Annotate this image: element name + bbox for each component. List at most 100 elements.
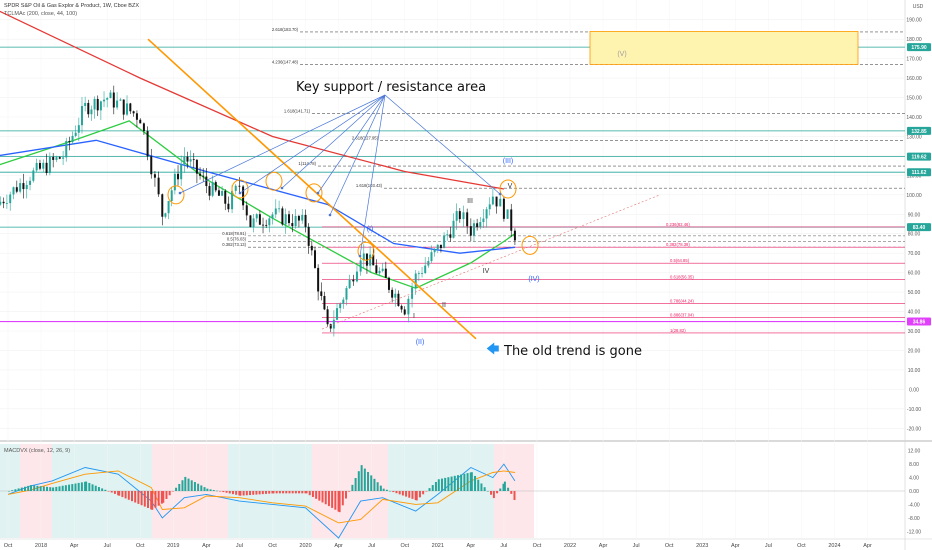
candle <box>397 293 400 306</box>
candle <box>12 187 15 195</box>
candle <box>25 184 28 190</box>
candle <box>177 173 180 180</box>
candle <box>139 119 142 124</box>
pointer-arrow <box>359 94 386 257</box>
candle <box>224 190 227 204</box>
candle <box>476 223 479 227</box>
macd-tick-label: 0.00 <box>909 489 919 495</box>
pointer-arrow <box>384 94 501 195</box>
macd-histogram-bar <box>418 491 421 498</box>
macd-histogram-bar <box>304 491 307 494</box>
candle <box>510 209 513 231</box>
macd-histogram-bar <box>55 486 58 491</box>
candle <box>375 265 378 274</box>
candle <box>96 98 99 111</box>
macd-histogram-bar <box>121 491 124 498</box>
price-badge <box>907 168 931 177</box>
macd-histogram-bar <box>470 472 473 491</box>
macd-histogram-bar <box>193 482 196 491</box>
candle <box>84 102 87 107</box>
macd-histogram-bar <box>499 488 502 491</box>
candle <box>0 201 2 205</box>
macd-histogram-bar <box>85 481 88 491</box>
time-tick-label: Jul <box>368 543 375 549</box>
macd-histogram-bar <box>178 483 181 491</box>
candle <box>157 177 160 195</box>
candle <box>93 98 96 110</box>
macd-histogram-bar <box>385 489 388 491</box>
macd-histogram-bar <box>466 473 469 491</box>
macd-histogram-bar <box>147 491 149 508</box>
candle <box>317 267 320 292</box>
candle <box>488 204 491 210</box>
macd-histogram-bar <box>20 487 23 491</box>
macd-histogram-bar <box>209 489 212 491</box>
macd-histogram-bar <box>200 485 203 491</box>
macd-histogram-bar <box>187 478 190 491</box>
target-zone <box>589 30 859 65</box>
price-badge-label: 34.86 <box>913 320 926 326</box>
candle <box>116 100 119 108</box>
macd-histogram-bar <box>134 491 137 503</box>
macd-histogram-bar <box>440 478 443 491</box>
macd-histogram-bar <box>367 471 370 491</box>
macd-histogram-bar <box>502 483 505 491</box>
candle <box>294 216 297 227</box>
macd-histogram-bar <box>94 485 97 491</box>
indicator-legend: TCLMAc (200, close, 44, 100) <box>4 11 78 17</box>
candle <box>48 156 51 173</box>
pointer-arrow <box>317 94 386 194</box>
highlight-circle <box>305 183 323 203</box>
candle <box>217 190 220 196</box>
macd-histogram-bar <box>151 491 154 510</box>
candle <box>71 135 74 143</box>
candle <box>414 273 417 288</box>
candle <box>99 101 102 111</box>
candle <box>362 253 365 261</box>
macd-histogram-bar <box>24 486 26 491</box>
macd-histogram-bar <box>474 475 477 491</box>
candle <box>495 196 498 207</box>
candle <box>5 203 8 204</box>
price-badge-label: 111.62 <box>912 170 927 176</box>
macd-histogram-bar <box>160 491 163 504</box>
time-tick-label: 2021 <box>432 543 444 549</box>
macd-histogram-bar <box>101 488 104 491</box>
macd-histogram-bar <box>351 484 354 491</box>
price-badge-label: 175.90 <box>911 45 927 51</box>
highlight-circle <box>499 179 517 199</box>
price-tick-label: 110.00 <box>907 173 922 179</box>
macd-histogram-bar <box>507 487 510 491</box>
candle <box>313 250 316 268</box>
pointer-arrow <box>329 94 386 216</box>
time-tick-label: Jul <box>104 543 111 549</box>
candle <box>9 194 12 204</box>
time-tick-label: 2023 <box>696 543 708 549</box>
macd-histogram-bar <box>235 491 238 495</box>
macd-histogram-bar <box>140 491 143 506</box>
candle <box>472 223 475 236</box>
macd-histogram-bar <box>150 491 153 510</box>
old-trend-annotation: The old trend is gone <box>504 344 642 359</box>
wave-label: (III) <box>503 158 514 165</box>
candle <box>142 123 145 132</box>
macd-tick-label: -4.00 <box>908 502 920 508</box>
macd-histogram-bar <box>219 491 222 492</box>
candle <box>62 157 65 159</box>
candle <box>268 218 271 226</box>
candle <box>161 194 164 217</box>
candle <box>180 164 183 180</box>
macd-histogram-bar <box>190 480 193 491</box>
candle <box>119 99 122 101</box>
candle <box>192 159 195 161</box>
macd-tick-label: -12.00 <box>907 529 921 535</box>
macd-histogram-bar <box>36 485 39 491</box>
fib-level-label: 1(114.78) <box>298 161 316 166</box>
time-tick-label: Apr <box>599 543 608 549</box>
macd-histogram-bar <box>395 491 398 494</box>
candle <box>170 190 173 202</box>
macd-histogram-bar <box>338 491 341 513</box>
candle <box>329 324 332 329</box>
price-tick-label: 50.00 <box>908 290 921 296</box>
